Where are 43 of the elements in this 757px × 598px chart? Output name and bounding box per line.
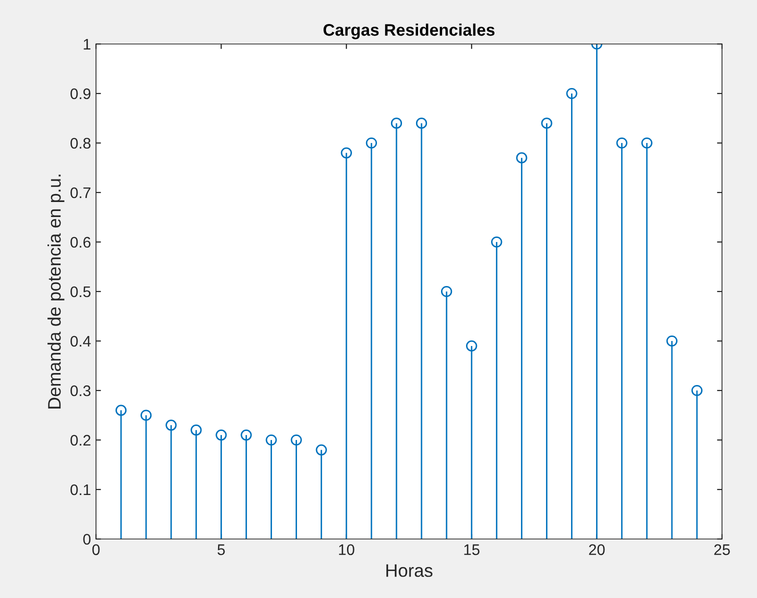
point — [466, 340, 478, 352]
x-tick-label: 10 — [339, 544, 354, 556]
y-tick-label: 0.6 — [70, 236, 90, 248]
x-tick-label: 5 — [218, 544, 225, 556]
point — [516, 152, 528, 164]
y-tick-label: 1 — [84, 39, 90, 50]
y-tick-label: 0.7 — [70, 187, 90, 198]
y-tick-label: 0.8 — [70, 138, 90, 149]
point — [390, 118, 402, 129]
point — [290, 434, 302, 446]
point — [666, 335, 678, 347]
x-tick-label: 0 — [92, 544, 100, 556]
point — [166, 420, 177, 431]
y-axis-title: Demanda de potencia en p.u. — [48, 174, 64, 408]
point — [616, 137, 628, 149]
point — [416, 118, 428, 129]
y-tick-label: 0.5 — [70, 286, 90, 298]
y-tick-label: 0.9 — [70, 88, 90, 100]
x-tick-label: 25 — [714, 544, 730, 556]
y-tick-label: 0.4 — [70, 336, 91, 347]
point — [266, 434, 277, 446]
x-tick-label: 15 — [464, 544, 480, 556]
point — [216, 429, 227, 441]
point — [115, 404, 127, 416]
point — [641, 137, 652, 149]
point — [316, 444, 327, 456]
point — [240, 429, 252, 441]
point — [491, 236, 502, 248]
y-tick-label: 0.3 — [70, 385, 90, 396]
point — [441, 286, 452, 298]
point — [541, 118, 552, 129]
point — [140, 410, 152, 421]
y-tick-label: 0.1 — [70, 484, 90, 496]
point — [366, 137, 377, 149]
y-tick-label: 0 — [83, 534, 91, 545]
point — [566, 88, 578, 100]
point — [340, 147, 352, 158]
point — [691, 384, 703, 396]
x-axis-title: Horas — [386, 564, 432, 577]
point — [190, 424, 202, 436]
x-tick-label: 20 — [589, 544, 605, 556]
y-tick-label: 0.2 — [70, 434, 90, 446]
chart-title: Cargas Residenciales — [324, 24, 494, 40]
